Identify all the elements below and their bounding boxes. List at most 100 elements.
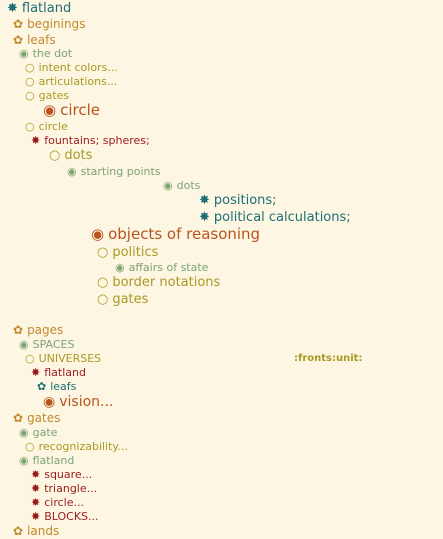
filled-circle-icon: ◉ [19,47,29,60]
open-circle-icon: ○ [25,61,35,74]
filled-circle-icon: ◉ [19,338,29,351]
outline-item-label: flatland [32,454,75,467]
outline-item-label: recognizability... [38,440,128,453]
outline-item-spaces[interactable]: ◉ SPACES [19,339,74,350]
outline-item-label: positions; [213,193,277,208]
star-burst-icon: ✸ [199,193,210,208]
outline-item-label: SPACES [32,338,75,351]
outline-item-label: political calculations; [213,210,351,225]
star-burst-icon: ✸ [31,482,41,495]
outline-item-label: gates [112,292,149,307]
outline-item-border-notations[interactable]: ○ border notations [97,276,220,289]
filled-circle-icon: ◉ [67,165,77,178]
star-burst-icon: ✸ [31,510,41,523]
outline-item-gate[interactable]: ◉ gate [19,427,57,438]
outline-item-circle-large[interactable]: ◉ circle [43,103,100,118]
outline-item-political-calculations[interactable]: ✸ political calculations; [199,211,351,224]
outline-item-label: BLOCKS... [44,510,99,523]
outline-item-label: the dot [32,47,73,60]
star-burst-icon: ✸ [199,210,210,225]
flower-icon: ✿ [13,33,24,47]
outline-item-label: leafs [27,33,56,47]
outline-item-label: dots [176,179,201,192]
filled-circle-icon: ◉ [43,101,57,119]
filled-circle-icon: ◉ [91,225,105,243]
outline-item-flatland-gates[interactable]: ◉ flatland [19,455,74,466]
outline-item-flatland[interactable]: ✸ flatland [7,2,71,15]
outline-item-intent-colors[interactable]: ○ intent colors... [25,62,118,73]
outline-item-label: intent colors... [38,61,118,74]
outline-item-label: circle [60,101,100,119]
outline-item-label: flatland [21,1,72,16]
filled-circle-icon: ◉ [43,394,56,410]
flower-icon: ✿ [13,17,24,31]
outline-item-leafs-nested[interactable]: ✿ leafs [37,381,76,392]
star-burst-icon: ✸ [7,1,18,16]
outline-item-label: gates [27,411,61,425]
open-circle-icon: ○ [25,75,35,88]
outline-item-beginings[interactable]: ✿ beginings [13,18,85,30]
outline-item-label: gates [38,89,70,102]
open-circle-icon: ○ [97,275,109,290]
outline-item-leafs[interactable]: ✿ leafs [13,34,56,46]
outline-item-gates[interactable]: ○ gates [25,90,69,101]
outline-item-positions[interactable]: ✸ positions; [199,194,277,207]
outline-item-label: border notations [112,275,221,290]
open-circle-icon: ○ [25,89,35,102]
outline-item-lands[interactable]: ✿ lands [13,525,59,537]
outline-item-fountains-spheres[interactable]: ✸ fountains; spheres; [31,135,150,146]
flower-icon: ✿ [13,411,24,425]
outline-item-label: beginings [27,17,86,31]
open-circle-icon: ○ [25,120,35,133]
outline-item-label: vision... [59,394,114,410]
outline-item-objects-of-reasoning[interactable]: ◉ objects of reasoning [91,227,260,242]
filled-circle-icon: ◉ [19,426,29,439]
outline-item-the-dot[interactable]: ◉ the dot [19,48,72,59]
open-circle-icon: ○ [49,148,61,163]
outline-item-square[interactable]: ✸ square... [31,469,92,480]
filled-circle-icon: ◉ [19,454,29,467]
outline-item-dots-nested[interactable]: ◉ dots [163,180,200,191]
outline-item-circle-gates[interactable]: ✸ circle... [31,497,84,508]
outline-item-triangle[interactable]: ✸ triangle... [31,483,97,494]
open-circle-icon: ○ [97,292,109,307]
outline-item-label: fountains; spheres; [44,134,150,147]
outline-item-label: flatland [44,366,86,379]
outline-item-label: politics [112,245,159,260]
outline-item-starting-points[interactable]: ◉ starting points [67,166,161,177]
star-burst-icon: ✸ [31,468,41,481]
flower-icon: ✿ [13,524,24,538]
star-burst-icon: ✸ [31,496,41,509]
outline-item-politics[interactable]: ○ politics [97,246,158,259]
outline-item-gates-nested[interactable]: ○ gates [97,293,148,306]
filled-circle-icon: ◉ [115,261,125,274]
outline-item-label: articulations... [38,75,118,88]
outline-item-flatland-nested[interactable]: ✸ flatland [31,367,86,378]
heading-tags: :fronts:unit: [294,353,363,364]
outline-item-label: lands [27,524,60,538]
outline-item-label: UNIVERSES [38,352,102,365]
outline-item-label: objects of reasoning [108,225,261,243]
filled-circle-icon: ◉ [163,179,173,192]
outline-item-circle[interactable]: ○ circle [25,121,68,132]
outline-item-pages[interactable]: ✿ pages [13,324,63,336]
outline-item-gates-top[interactable]: ✿ gates [13,412,60,424]
outline-item-articulations[interactable]: ○ articulations... [25,76,117,87]
star-burst-icon: ✸ [31,134,41,147]
flower-icon: ✿ [13,323,24,337]
outline-item-universes[interactable]: ○ UNIVERSES [25,353,101,364]
outline-item-affairs-of-state[interactable]: ◉ affairs of state [115,262,208,273]
outline-item-dots[interactable]: ○ dots [49,149,92,162]
outline-item-label: square... [44,468,93,481]
outline-item-label: triangle... [44,482,98,495]
outline-item-label: circle... [44,496,84,509]
outline-item-blocks[interactable]: ✸ BLOCKS... [31,511,99,522]
outline-item-label: affairs of state [128,261,209,274]
outline-item-recognizability[interactable]: ○ recognizability... [25,441,128,452]
outline-item-vision[interactable]: ◉ vision... [43,395,113,409]
outline-item-label: gate [32,426,58,439]
outline-item-label: dots [64,148,93,163]
outline-item-label: starting points [80,165,161,178]
outline-item-label: leafs [50,380,77,393]
